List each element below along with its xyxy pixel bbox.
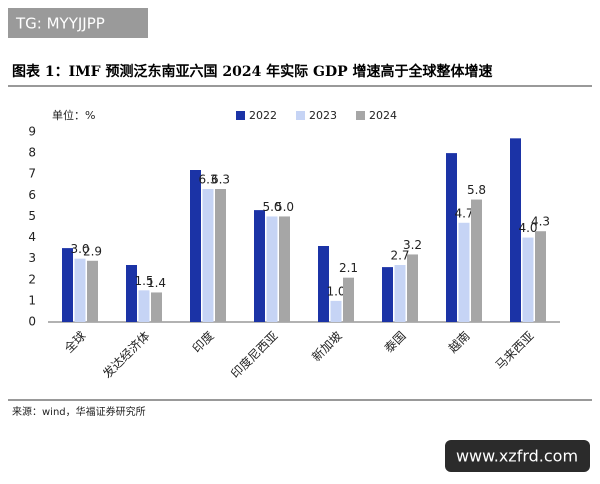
bar [510,138,521,322]
value-label: 2.1 [339,261,358,275]
y-tick-label: 8 [28,146,36,160]
bar [74,258,86,322]
legend-swatch [296,111,305,120]
bar [190,170,201,322]
chart-title: 图表 1：IMF 预测泛东南亚六国 2024 年实际 GDP 增速高于全球整体增… [12,63,493,80]
legend-label: 2023 [309,109,337,122]
x-tick-label: 越南 [445,328,473,356]
x-tick-label: 印度尼西亚 [228,328,281,381]
watermark-box [8,8,148,38]
value-label: 3.0 [70,242,89,256]
y-tick-label: 5 [28,209,36,223]
value-label: 5.8 [467,183,486,197]
bar [382,267,393,322]
x-tick-label: 泰国 [382,329,409,356]
value-label: 5.0 [275,200,294,214]
value-label: 3.2 [403,238,422,252]
value-label: 5.0 [262,200,281,214]
x-tick-label: 全球 [61,328,89,356]
x-tick-label: 马来西亚 [493,329,537,373]
bar [471,199,482,322]
bar [535,231,546,322]
bar [254,210,265,322]
y-tick-label: 1 [28,293,36,307]
value-label: 1.5 [134,274,153,288]
value-label: 1.4 [147,276,166,290]
bar [279,216,290,322]
bar [87,260,98,322]
y-tick-label: 2 [28,272,36,286]
legend-label: 2024 [369,109,397,122]
site: www.xzfrd.com [456,447,578,466]
value-label: 1.0 [326,284,345,298]
legend-swatch [356,111,365,120]
y-tick-label: 3 [28,251,36,265]
legend-swatch [236,111,245,120]
watermark: TG: MYYJJPP [15,15,105,33]
bar [446,153,457,322]
value-label: 4.7 [454,206,473,220]
legend-label: 2022 [249,109,277,122]
y-axis-label: 单位：% [52,108,95,122]
value-label: 2.9 [83,244,102,258]
x-tick-label: 新加坡 [309,328,345,364]
x-tick-label: 印度 [189,328,217,356]
bar [202,189,214,322]
value-label: 4.0 [518,221,537,235]
bar [343,277,354,322]
site-box [445,440,590,472]
bar [62,248,73,322]
bar [126,265,137,322]
bar [151,292,162,322]
bar [394,265,406,322]
bar [458,222,470,322]
bar [407,254,418,322]
y-tick-label: 4 [28,230,36,244]
y-tick-label: 6 [28,188,36,202]
y-tick-label: 7 [28,167,36,181]
bar [138,290,150,322]
y-tick-label: 0 [28,315,36,329]
source: 来源：wind，华福证券研究所 [12,405,146,418]
x-tick-label: 发达经济体 [100,328,153,381]
bar [330,300,342,322]
value-label: 6.3 [198,173,217,187]
value-label: 2.7 [390,249,409,263]
value-label: 6.3 [211,173,230,187]
bar [215,189,226,322]
y-tick-label: 9 [28,125,36,139]
bar [266,216,278,322]
bar [522,237,534,322]
value-label: 4.3 [531,215,550,229]
bar [318,246,329,322]
